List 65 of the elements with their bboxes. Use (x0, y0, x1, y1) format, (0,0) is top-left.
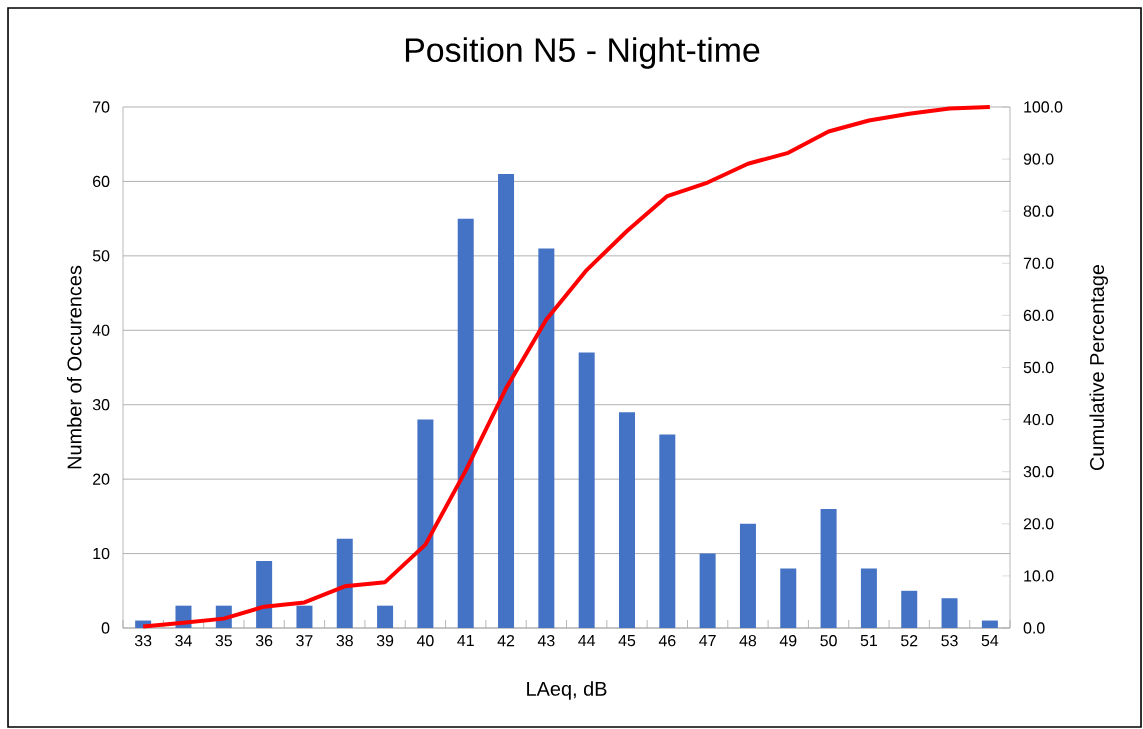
x-tick-label: 39 (376, 635, 394, 647)
bar (578, 352, 595, 628)
bar (377, 605, 394, 628)
y2-tick-label: 10.0 (1024, 570, 1054, 582)
y-tick-label: 50 (92, 250, 110, 262)
bar (498, 173, 515, 628)
chart-title: Position N5 - Night-time (405, 37, 760, 69)
y2-tick-label: 100.0 (1024, 101, 1063, 113)
y-tick-label: 0 (101, 622, 110, 634)
x-tick-label: 45 (618, 635, 636, 647)
bar (699, 553, 716, 628)
y2-tick-label: 70.0 (1023, 257, 1054, 269)
bar (739, 523, 756, 628)
x-tick-label: 46 (658, 635, 676, 647)
x-tick-label: 37 (296, 635, 313, 647)
x-tick-label: 35 (215, 635, 232, 647)
bar (457, 218, 474, 628)
x-tick-label: 33 (134, 635, 152, 647)
y2-axis-title: Cumulative Percentage (1089, 264, 1109, 471)
y2-tick-label: 60.0 (1023, 309, 1054, 322)
x-axis-title: LAeq, dB (527, 681, 607, 700)
bar (538, 248, 555, 628)
bar (336, 538, 353, 628)
x-tick-label: 36 (255, 635, 273, 647)
bar (901, 590, 918, 628)
x-tick-label: 47 (699, 635, 716, 647)
x-tick-label: 52 (900, 635, 918, 647)
x-tick-label: 42 (497, 635, 515, 647)
y-tick-label: 10 (93, 547, 110, 560)
bar (860, 568, 877, 628)
bar (941, 598, 958, 628)
y-axis-title: Number of Occurences (66, 265, 82, 469)
x-tick-label: 54 (981, 635, 999, 647)
y-tick-label: 70 (93, 101, 110, 113)
x-tick-label: 51 (860, 635, 877, 647)
y2-tick-label: 0.0 (1023, 622, 1045, 634)
y2-tick-label: 90.0 (1023, 153, 1054, 165)
y-tick-label: 40 (92, 324, 110, 336)
x-tick-label: 40 (416, 635, 434, 647)
x-tick-label: 44 (578, 635, 596, 647)
x-tick-label: 34 (175, 635, 192, 647)
bar (981, 620, 998, 628)
bar (659, 434, 676, 628)
x-tick-label: 53 (941, 635, 958, 647)
y-tick-label: 60 (93, 175, 110, 188)
y2-tick-label: 20.0 (1023, 518, 1054, 530)
bar (296, 605, 313, 628)
x-tick-label: 48 (739, 635, 757, 647)
y2-tick-label: 30.0 (1023, 466, 1054, 478)
bar (417, 419, 434, 628)
x-tick-label: 38 (336, 635, 353, 647)
bar (256, 561, 273, 628)
bar (780, 568, 797, 628)
y2-tick-label: 40.0 (1023, 413, 1054, 426)
x-tick-label: 43 (537, 635, 555, 647)
x-tick-label: 50 (820, 635, 837, 647)
y-tick-label: 20 (93, 473, 110, 485)
bar (618, 412, 635, 628)
y2-tick-label: 80.0 (1023, 205, 1054, 217)
y-tick-label: 30 (92, 399, 110, 411)
bar (820, 508, 837, 628)
x-tick-label: 41 (457, 635, 474, 647)
x-tick-label: 49 (779, 635, 797, 647)
y2-tick-label: 50.0 (1023, 361, 1054, 374)
line-series (141, 104, 992, 629)
